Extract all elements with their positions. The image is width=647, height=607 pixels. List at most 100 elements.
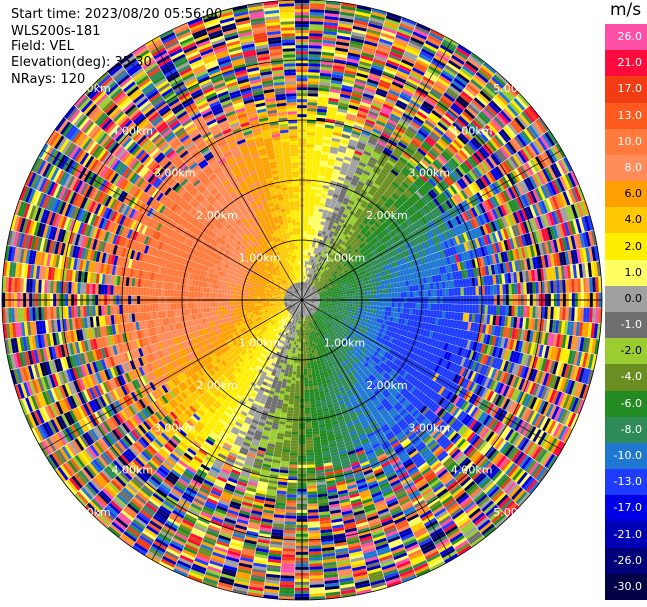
ppi-gate	[325, 6, 341, 12]
ppi-gate	[307, 84, 319, 88]
ppi-gate	[375, 191, 383, 198]
ppi-gate	[433, 289, 437, 297]
ppi-gate	[318, 87, 330, 92]
ppi-gate	[309, 27, 324, 31]
ppi-gate	[340, 216, 347, 221]
ppi-gate	[318, 93, 329, 98]
ppi-gate	[304, 219, 309, 223]
ppi-gate	[307, 234, 311, 238]
ppi-gate	[514, 305, 518, 317]
ppi-gate	[426, 37, 441, 47]
ppi-gate	[403, 302, 407, 309]
ppi-gate	[346, 291, 350, 295]
ppi-gate	[305, 288, 307, 292]
ppi-gate	[314, 135, 324, 140]
ppi-gate	[397, 287, 401, 293]
ppi-gate	[371, 64, 384, 71]
ppi-gate	[306, 261, 310, 265]
ppi-gate	[433, 107, 445, 117]
ppi-gate	[308, 60, 321, 64]
ppi-gate	[388, 89, 400, 97]
ppi-gate	[314, 263, 317, 267]
ppi-gate	[359, 158, 368, 165]
ppi-gate	[393, 149, 403, 157]
ppi-gate	[332, 212, 338, 217]
ppi-gate	[359, 57, 373, 65]
ppi-gate	[329, 258, 333, 262]
ppi-gate	[367, 78, 379, 85]
ppi-gate	[405, 146, 416, 155]
ppi-gate	[351, 31, 366, 38]
ppi-gate	[306, 243, 310, 247]
ppi-gate	[460, 287, 464, 296]
ppi-gate	[344, 70, 357, 76]
ppi-gate	[334, 162, 342, 168]
ppi-gate	[445, 288, 449, 297]
ppi-gate	[305, 159, 313, 163]
ppi-gate	[398, 64, 412, 73]
ppi-gate	[302, 267, 305, 271]
ppi-gate	[337, 301, 341, 303]
ppi-gate	[306, 141, 315, 145]
ppi-gate	[394, 75, 407, 84]
ppi-gate	[309, 277, 312, 281]
ppi-gate	[316, 217, 322, 222]
ppi-gate	[352, 306, 356, 310]
ppi-gate	[332, 131, 342, 137]
ppi-gate	[331, 74, 344, 79]
ppi-gate	[308, 280, 310, 284]
ppi-gate	[356, 144, 365, 151]
ppi-gate	[310, 285, 313, 289]
ppi-gate	[390, 48, 404, 56]
ppi-gate	[315, 241, 319, 246]
ppi-gate	[316, 190, 323, 194]
ppi-gate	[303, 295, 306, 298]
ppi-gate	[317, 211, 323, 216]
ppi-gate	[334, 187, 341, 193]
ppi-gate	[355, 147, 364, 153]
ppi-gate	[338, 145, 347, 151]
ppi-gate	[363, 40, 378, 47]
ppi-gate	[313, 156, 321, 161]
ppi-gate	[313, 213, 318, 218]
ppi-gate	[333, 165, 342, 171]
ppi-gate	[330, 237, 335, 242]
ppi-gate	[373, 294, 377, 298]
ppi-gate	[370, 290, 374, 295]
ppi-gate	[508, 305, 512, 317]
ppi-gate	[355, 8, 371, 15]
ppi-gate	[312, 262, 315, 267]
ppi-gate	[399, 94, 411, 103]
ppi-gate	[532, 281, 536, 294]
ppi-gate	[409, 72, 422, 82]
ppi-gate	[484, 285, 488, 295]
ppi-gate	[330, 228, 336, 233]
ppi-gate	[308, 219, 313, 223]
ppi-gate	[349, 303, 353, 307]
ppi-gate	[303, 285, 304, 289]
ppi-gate	[381, 73, 394, 81]
ppi-gate	[335, 185, 342, 190]
ppi-gate	[430, 289, 434, 297]
ppi-gate	[311, 246, 315, 251]
ppi-gate	[388, 54, 402, 62]
ppi-gate	[364, 147, 373, 154]
ppi-gate	[327, 103, 338, 109]
ppi-gate	[365, 206, 372, 212]
ppi-gate	[343, 296, 347, 299]
ppi-gate	[469, 304, 473, 314]
ppi-gate	[358, 216, 364, 222]
ppi-gate	[392, 42, 407, 51]
ppi-gate	[391, 302, 395, 308]
ppi-gate	[394, 37, 409, 45]
ppi-gate	[355, 289, 359, 293]
ppi-gate	[400, 307, 404, 314]
ppi-gate	[305, 183, 312, 187]
ppi-gate	[405, 47, 420, 57]
ppi-gate	[426, 95, 438, 105]
ppi-gate	[332, 68, 345, 73]
ppi-gate	[311, 259, 314, 263]
ppi-gate	[319, 202, 325, 207]
ppi-gate	[317, 232, 322, 237]
